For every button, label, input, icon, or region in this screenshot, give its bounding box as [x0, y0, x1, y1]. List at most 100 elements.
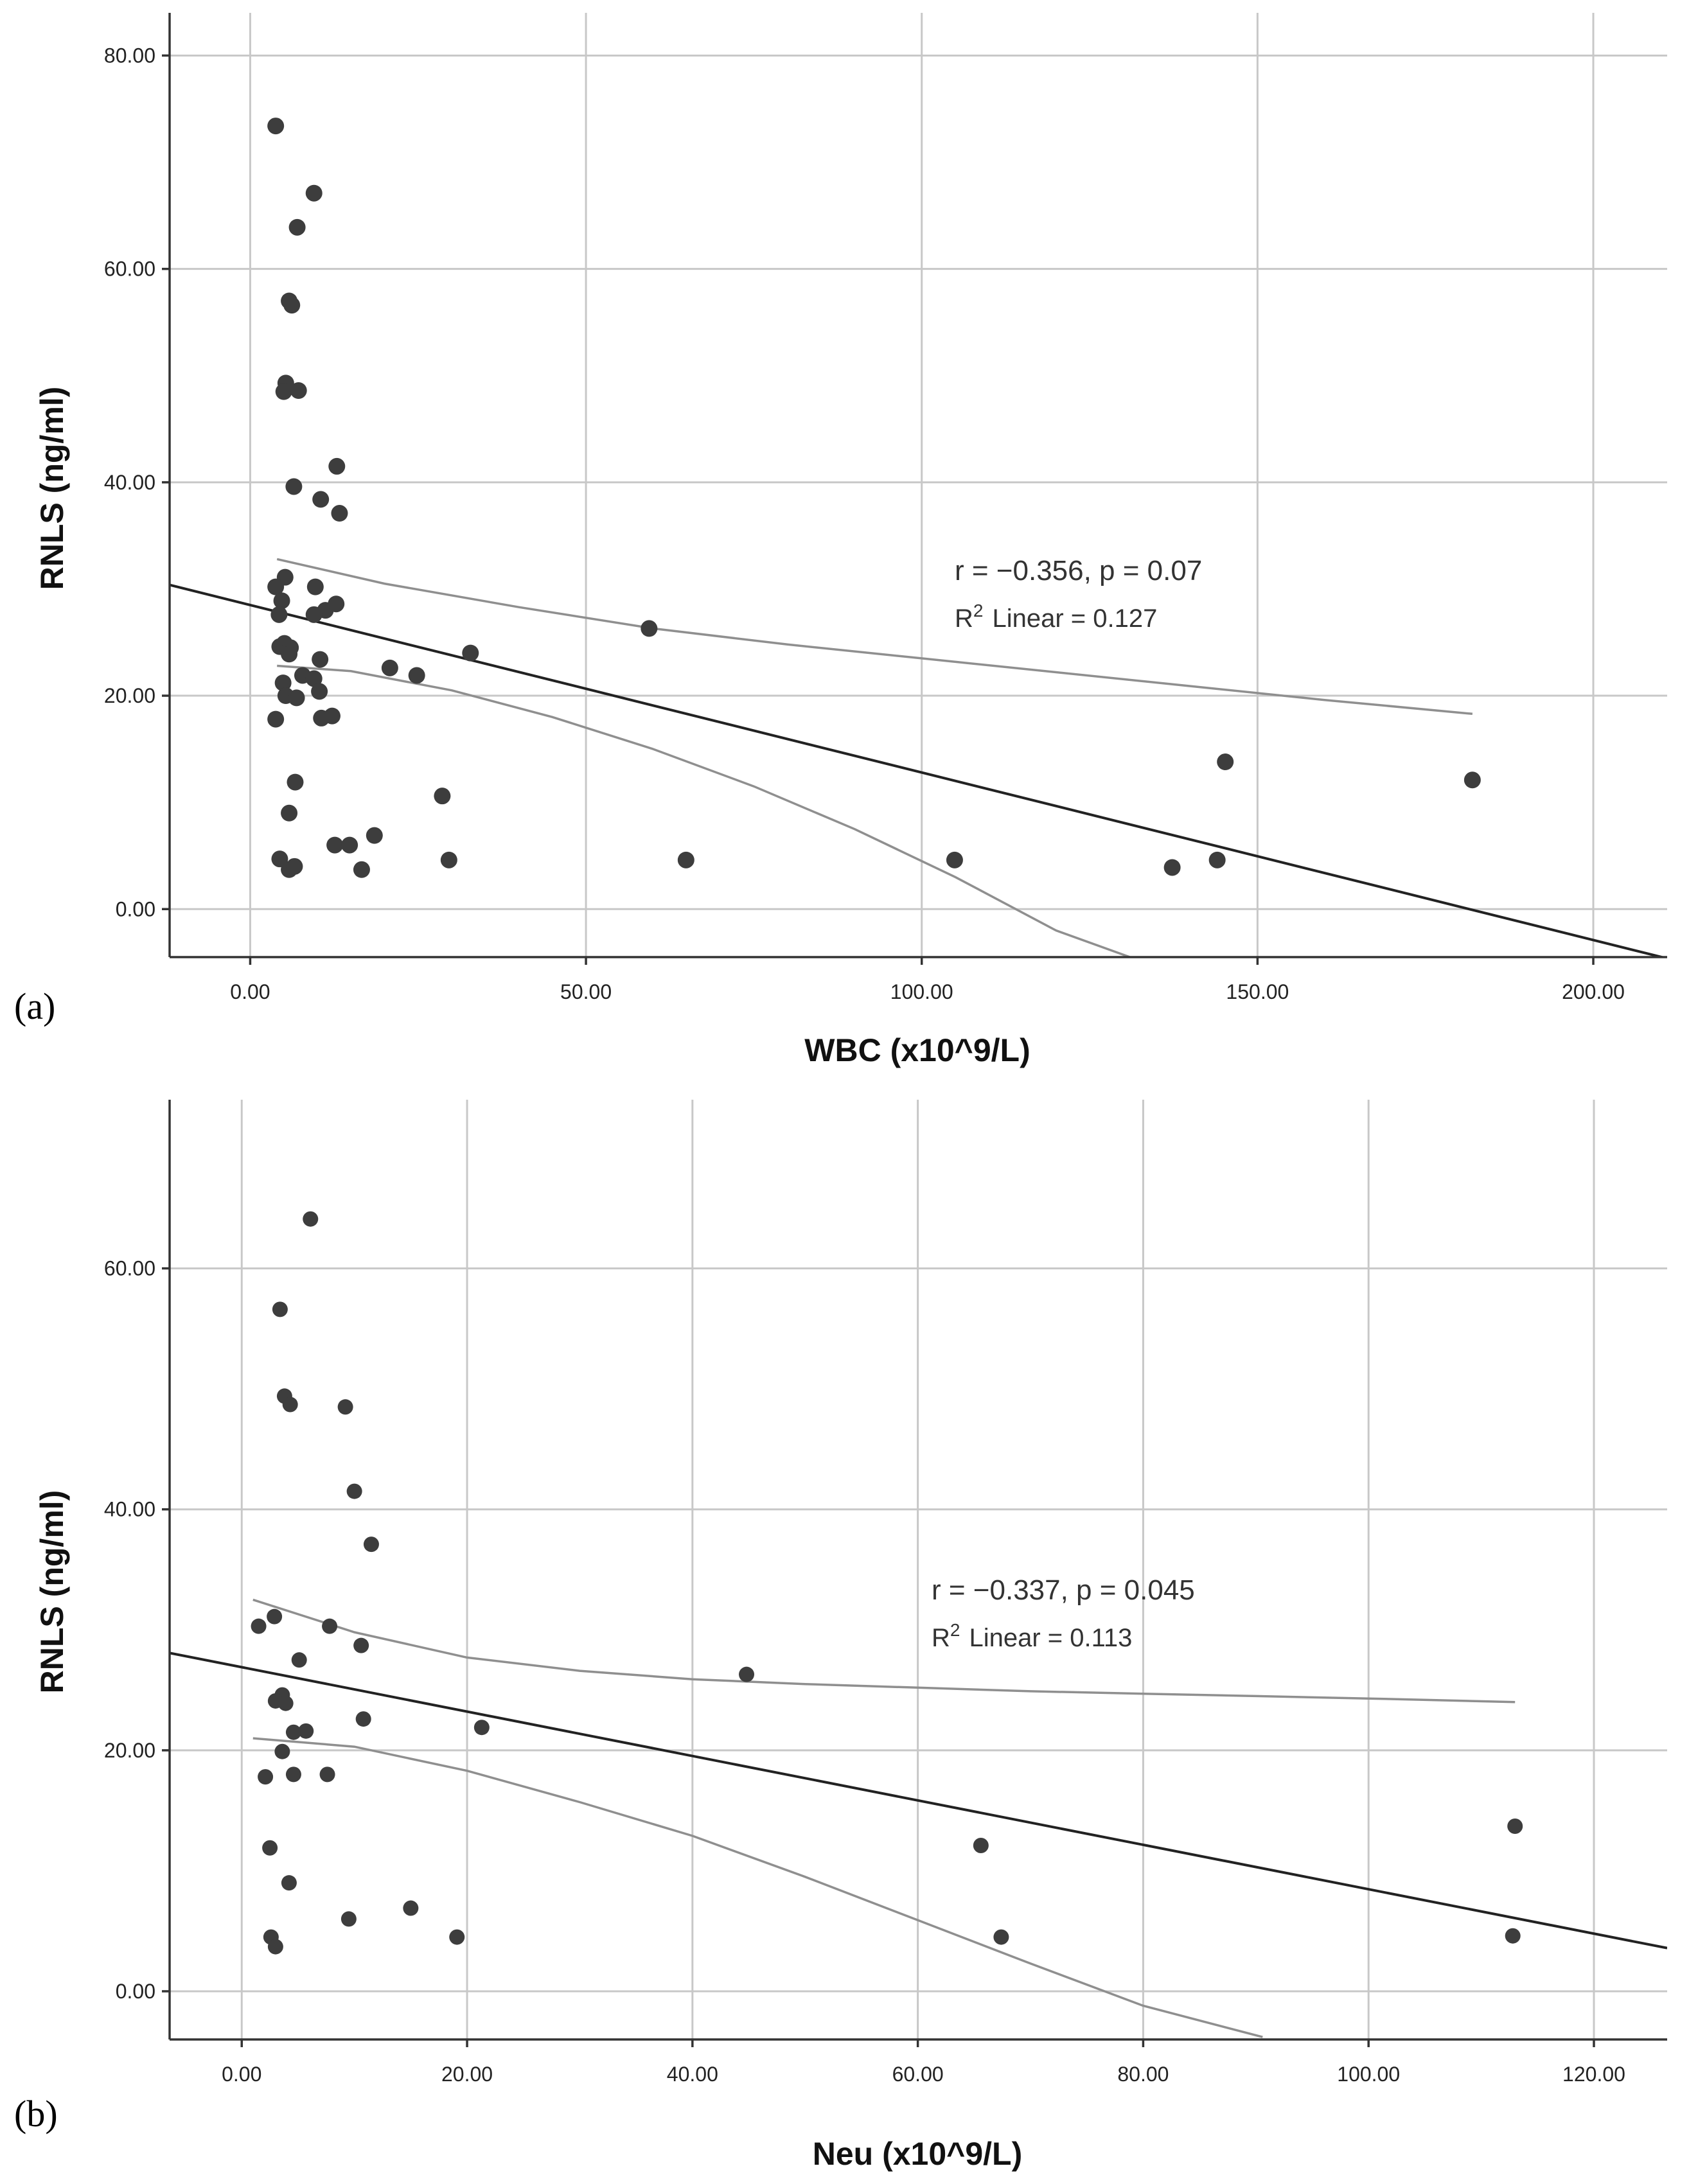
chart-b-point-28: [340, 1911, 357, 1927]
chart-b-point-15: [355, 1711, 371, 1727]
chart-b-stat-annotation: r = −0.337, p = 0.045: [932, 1574, 1195, 1606]
chart-a-point-27: [462, 644, 479, 662]
chart-b-point-27: [1507, 1819, 1523, 1835]
chart-b-point-16: [285, 1724, 301, 1740]
chart-b-y-tick-label-1: 20.00: [104, 1739, 155, 1762]
chart-a-point-24: [312, 651, 329, 668]
chart-b-point-21: [258, 1769, 274, 1785]
chart-a-point-38: [287, 773, 304, 791]
chart-a-points: [267, 118, 1481, 878]
chart-a-point-15: [273, 592, 290, 610]
chart-a-point-0: [267, 118, 285, 135]
chart-b-x-tick-label-4: 80.00: [1117, 2063, 1169, 2086]
chart-a-x-tick-label-0: 0.00: [230, 980, 270, 1003]
chart-b-regression-line: [170, 1651, 1667, 1950]
chart-a-point-51: [1163, 859, 1181, 876]
chart-b-y-axis-title: RNLS (ng/ml): [34, 1490, 70, 1694]
chart-a-x-tick-label-1: 50.00: [560, 980, 612, 1003]
chart-a-point-33: [288, 689, 305, 707]
chart-a-y-tick-label-3: 60.00: [104, 258, 155, 281]
chart-b-x-tick-label-0: 0.00: [222, 2063, 261, 2086]
chart-a-point-7: [290, 382, 307, 399]
chart-b-x-tick-label-1: 20.00: [441, 2063, 493, 2086]
chart-b-y-tick-label-0: 0.00: [116, 1980, 155, 2003]
chart-b-point-0: [303, 1211, 319, 1227]
chart-a-point-29: [274, 674, 292, 692]
chart-a-x-tick-label-4: 200.00: [1562, 980, 1625, 1003]
chart-a-x-axis-title: WBC (x10^9/L): [804, 1032, 1030, 1068]
chart-a-regression-line: [170, 583, 1667, 957]
chart-a-point-19: [305, 606, 323, 623]
chart-a-point-48: [440, 851, 457, 868]
chart-a-point-17: [328, 595, 345, 613]
chart-b-point-10: [353, 1637, 369, 1653]
chart-b-point-31: [267, 1939, 283, 1955]
chart-b-x-tick-label-3: 60.00: [892, 2063, 944, 2086]
chart-a-x-tick-label-2: 100.00: [890, 980, 953, 1003]
chart-a-stat-annotation: r = −0.356, p = 0.07: [955, 555, 1202, 586]
chart-b-y-tick-label-2: 40.00: [104, 1498, 155, 1521]
chart-a-point-49: [677, 851, 694, 868]
chart-b-panel-label: (b): [14, 2093, 58, 2135]
chart-b-point-32: [449, 1929, 465, 1945]
chart-a-point-2: [288, 218, 306, 236]
chart-a-point-26: [408, 667, 425, 684]
chart-b-point-33: [993, 1929, 1009, 1945]
chart-a-point-18: [270, 606, 288, 623]
chart-b-point-7: [251, 1618, 267, 1634]
chart-b-x-tick-label-2: 40.00: [667, 2063, 718, 2086]
chart-a: 0.00 50.00 100.00 150.00 200.00 0.00 20.00 40.0…: [14, 13, 1667, 1068]
chart-b-point-17: [298, 1723, 314, 1739]
chart-a-axes: [168, 13, 1667, 958]
chart-a-point-31: [305, 670, 323, 687]
chart-b-points: [251, 1211, 1523, 1955]
chart-b-point-9: [322, 1618, 338, 1634]
chart-b-ci-upper-curve: [252, 1598, 1516, 1704]
chart-a-point-1: [305, 184, 323, 202]
chart-b-x-tick-label-5: 100.00: [1337, 2063, 1400, 2086]
chart-b-point-8: [267, 1608, 283, 1625]
chart-a-point-54: [1464, 771, 1481, 789]
chart-a-point-53: [1217, 753, 1234, 771]
chart-a-point-52: [1208, 851, 1226, 868]
chart-b-ci: [252, 1598, 1516, 2038]
chart-a-point-9: [285, 478, 303, 495]
chart-a-point-23: [281, 646, 298, 663]
chart-b-point-23: [319, 1766, 335, 1783]
chart-a-point-8: [328, 457, 346, 475]
chart-b-point-5: [346, 1483, 362, 1499]
chart-b-point-29: [403, 1900, 419, 1916]
chart-b-point-19: [739, 1666, 755, 1682]
chart-a-y-tick-label-4: 80.00: [104, 44, 155, 67]
chart-b-point-3: [282, 1396, 298, 1413]
chart-a-point-40: [434, 788, 451, 805]
chart-b-fit: [170, 1651, 1667, 1950]
chart-b: 0.00 20.00 40.00 60.00 80.00 100.00 120.00 0.00…: [14, 1100, 1667, 2172]
chart-b-grid: [170, 1100, 1667, 2039]
chart-a-point-39: [281, 804, 298, 822]
chart-a-y-axis-title: RNLS (ng/ml): [34, 387, 70, 590]
chart-b-ci-lower-curve: [252, 1737, 1263, 2038]
chart-a-point-46: [286, 858, 303, 875]
chart-a-ci: [276, 558, 1473, 957]
chart-b-point-34: [1505, 1928, 1521, 1944]
chart-a-point-4: [283, 297, 301, 314]
chart-b-point-25: [281, 1875, 297, 1891]
chart-a-ci-upper-curve: [276, 558, 1473, 716]
chart-a-grid: [170, 13, 1667, 957]
chart-a-point-6: [275, 383, 292, 400]
chart-b-point-26: [973, 1838, 989, 1854]
chart-a-point-42: [326, 836, 344, 854]
chart-b-y-tick-label-3: 60.00: [104, 1257, 155, 1280]
chart-a-point-34: [311, 683, 328, 700]
chart-a-fit: [170, 583, 1667, 957]
chart-b-x-axis-title: Neu (x10^9/L): [813, 2136, 1023, 2172]
chart-a-point-43: [341, 836, 358, 854]
chart-b-ticks: 0.00 20.00 40.00 60.00 80.00 100.00 120.00 0.00…: [104, 1257, 1625, 2086]
chart-a-point-25: [381, 659, 398, 676]
chart-a-x-tick-label-3: 150.00: [1226, 980, 1289, 1003]
chart-b-point-4: [337, 1399, 353, 1415]
chart-b-point-1: [272, 1301, 288, 1317]
chart-a-point-47: [353, 861, 370, 878]
